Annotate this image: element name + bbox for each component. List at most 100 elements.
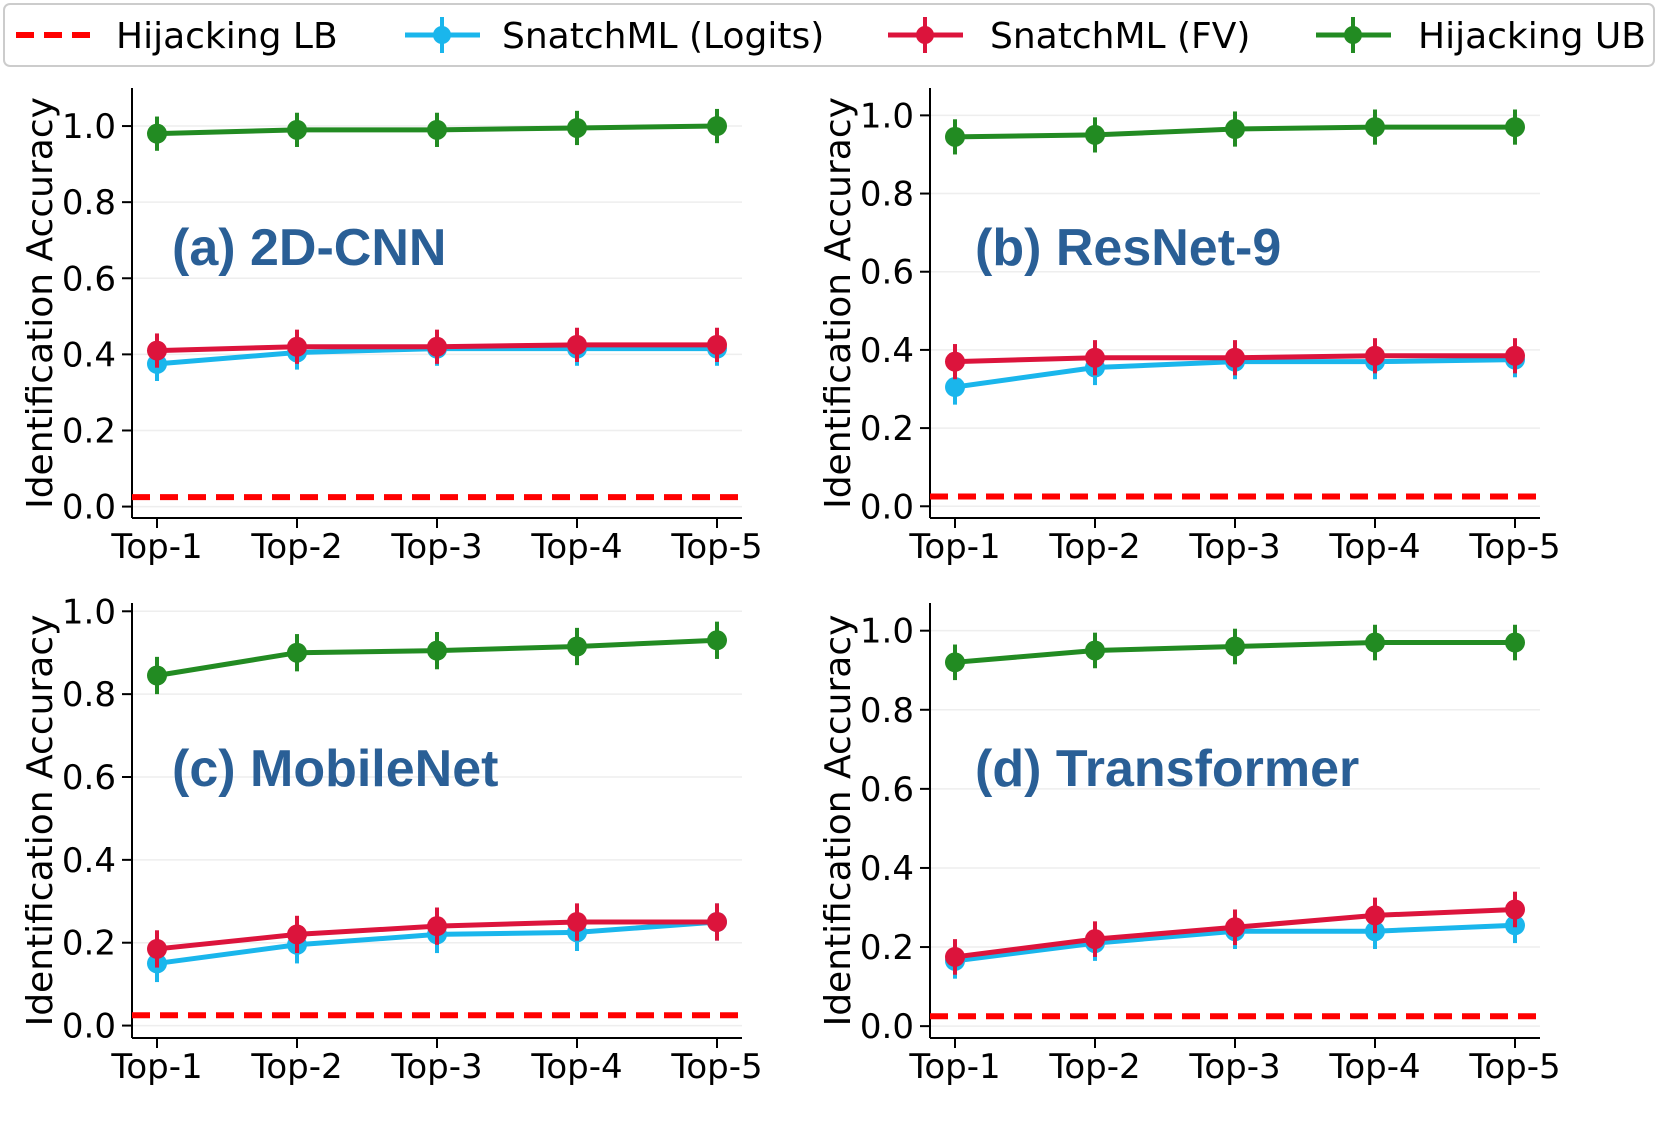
point-fv-a [427, 336, 447, 357]
x-tick-label-a: Top-3 [390, 527, 482, 567]
y-tick-label-a: 0.2 [62, 411, 116, 451]
x-tick-label-b: Top-4 [1328, 527, 1420, 567]
y-tick-label-d: 1.0 [860, 612, 914, 652]
point-fv-b [1085, 347, 1105, 368]
y-axis-label-b: Identification Accuracy [818, 97, 859, 509]
legend-label-fv: SnatchML (FV) [990, 16, 1250, 57]
point-fv-d [1085, 929, 1105, 950]
x-tick-label-a: Top-1 [110, 527, 202, 567]
point-ub-a [427, 119, 447, 140]
point-ub-c [427, 640, 447, 661]
point-ub-d [945, 652, 965, 673]
y-tick-label-d: 0.0 [860, 1007, 914, 1047]
y-tick-label-a: 0.8 [62, 183, 116, 223]
x-tick-label-a: Top-2 [250, 527, 342, 567]
legend-label-ub: Hijacking UB [1418, 16, 1646, 57]
point-fv-a [707, 334, 727, 355]
point-fv-b [1365, 345, 1385, 366]
panel-label-b: (b) ResNet-9 [975, 219, 1281, 277]
legend-item-logits: SnatchML (Logits) [405, 16, 824, 57]
y-tick-label-a: 1.0 [62, 107, 116, 147]
point-fv-c [287, 924, 307, 945]
point-fv-b [1505, 345, 1525, 366]
point-fv-c [427, 916, 447, 937]
panel-b: 0.0 0.2 0.4 0.6 0.8 1.0 Top-1 Top-2 Top-3 Top-4 To… [818, 88, 1561, 567]
point-fv-c [707, 912, 727, 932]
point-fv-b [945, 351, 965, 372]
y-tick-label-c: 0.8 [62, 675, 116, 715]
y-tick-label-d: 0.2 [860, 928, 914, 968]
x-tick-label-b: Top-5 [1468, 527, 1560, 567]
point-ub-b [1225, 119, 1245, 140]
point-fv-a [147, 340, 167, 361]
point-logits-b [945, 377, 965, 398]
x-tick-label-a: Top-4 [530, 527, 622, 567]
point-ub-c [567, 636, 587, 657]
point-ub-b [1085, 124, 1105, 145]
y-tick-label-a: 0.4 [62, 335, 116, 375]
y-tick-label-a: 0.6 [62, 259, 116, 299]
point-fv-d [1365, 905, 1385, 926]
x-tick-label-c: Top-3 [390, 1047, 482, 1087]
legend-frame [3, 3, 1655, 67]
point-ub-b [1365, 117, 1385, 138]
x-tick-label-b: Top-2 [1048, 527, 1140, 567]
point-ub-d [1085, 640, 1105, 661]
y-tick-label-b: 0.8 [860, 175, 914, 215]
point-fv-c [147, 938, 167, 959]
point-ub-d [1225, 636, 1245, 657]
x-tick-label-d: Top-3 [1188, 1047, 1280, 1087]
legend-swatch-fv-marker [916, 26, 934, 44]
point-ub-b [945, 126, 965, 147]
point-fv-b [1225, 347, 1245, 368]
y-tick-label-c: 0.0 [62, 1007, 116, 1047]
y-tick-label-d: 0.4 [860, 849, 914, 889]
y-tick-label-b: 1.0 [860, 96, 914, 136]
panel-label-c: (c) MobileNet [172, 740, 498, 798]
x-tick-label-d: Top-4 [1328, 1047, 1420, 1087]
x-tick-label-c: Top-2 [250, 1047, 342, 1087]
y-axis-label-c: Identification Accuracy [20, 615, 61, 1027]
y-tick-label-b: 0.6 [860, 253, 914, 293]
y-axis-label-d: Identification Accuracy [818, 615, 859, 1027]
x-tick-label-c: Top-5 [670, 1047, 762, 1087]
point-fv-d [1505, 899, 1525, 920]
legend-item-fv: SnatchML (FV) [888, 16, 1250, 57]
legend-item-ub: Hijacking UB [1316, 16, 1646, 57]
y-tick-label-b: 0.0 [860, 487, 914, 527]
x-tick-label-d: Top-1 [908, 1047, 1000, 1087]
legend: Hijacking LB SnatchML (Logits) SnatchML … [3, 3, 1655, 67]
point-fv-c [567, 912, 587, 932]
point-ub-c [707, 630, 727, 651]
point-ub-d [1505, 632, 1525, 653]
point-ub-a [567, 117, 587, 138]
legend-swatch-logits-marker [433, 26, 451, 44]
panel-label-d: (d) Transformer [975, 740, 1359, 798]
point-ub-c [287, 642, 307, 663]
point-fv-d [1225, 917, 1245, 938]
legend-swatch-ub-marker [1344, 26, 1362, 44]
panel-d: 0.0 0.2 0.4 0.6 0.8 1.0 Top-1 Top-2 Top-3 Top-4 To… [818, 603, 1561, 1087]
legend-label-lb: Hijacking LB [116, 16, 338, 57]
point-ub-b [1505, 117, 1525, 138]
y-tick-label-c: 0.2 [62, 924, 116, 964]
y-tick-label-a: 0.0 [62, 488, 116, 528]
x-tick-label-d: Top-5 [1468, 1047, 1560, 1087]
legend-label-logits: SnatchML (Logits) [502, 16, 824, 57]
point-ub-a [707, 116, 727, 137]
panel-c: 0.0 0.2 0.4 0.6 0.8 1.0 Top-1 Top-2 Top-3 Top-4 To… [20, 592, 763, 1087]
x-tick-label-a: Top-5 [670, 527, 762, 567]
point-ub-a [287, 119, 307, 140]
point-fv-d [945, 946, 965, 967]
y-tick-label-c: 0.6 [62, 758, 116, 798]
legend-item-lb: Hijacking LB [16, 16, 338, 57]
point-ub-d [1365, 632, 1385, 653]
y-tick-label-c: 1.0 [62, 592, 116, 632]
point-ub-a [147, 123, 167, 144]
x-tick-label-b: Top-1 [908, 527, 1000, 567]
panel-a: 0.0 0.2 0.4 0.6 0.8 1.0 Top-1 Top-2 Top-3 Top-4 To… [20, 88, 763, 567]
x-tick-label-c: Top-1 [110, 1047, 202, 1087]
x-tick-label-c: Top-4 [530, 1047, 622, 1087]
y-tick-label-c: 0.4 [62, 841, 116, 881]
